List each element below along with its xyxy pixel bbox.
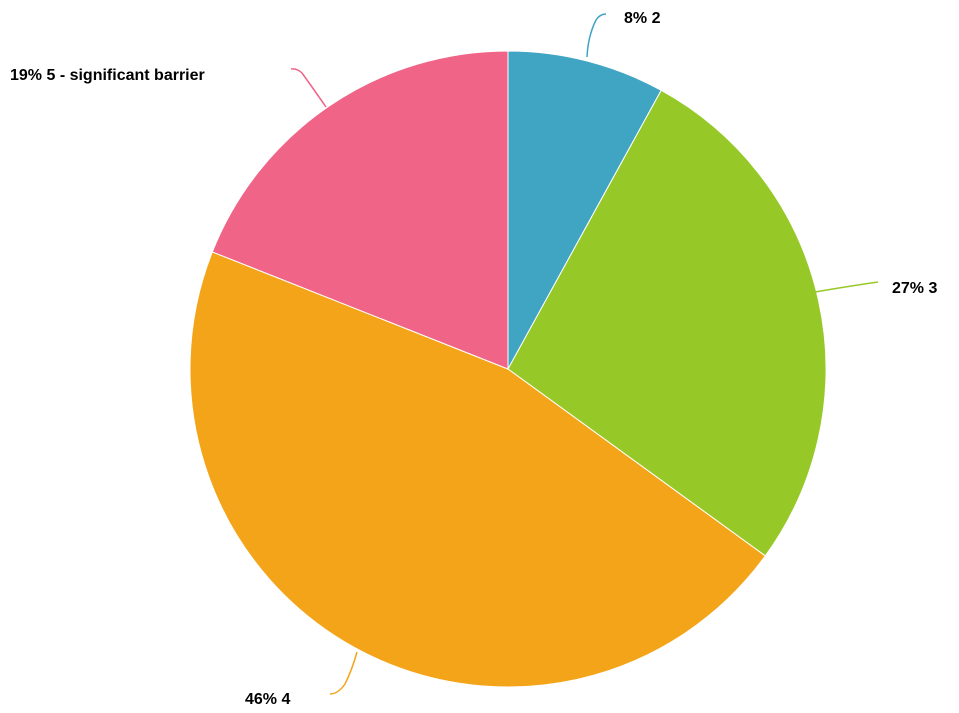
leader-line-3 [814, 281, 879, 293]
leader-lines [290, 13, 879, 695]
leader-line-4 [329, 651, 358, 695]
pie-slice-2 [507, 50, 662, 370]
slice-label-4: 46% 4 [245, 691, 290, 708]
pie-slice-4 [189, 251, 766, 688]
pie-slice-3 [507, 89, 827, 557]
slice-label-3: 27% 3 [892, 280, 937, 297]
pie-slice-5-significant-barrier [211, 50, 509, 370]
slice-label-5-significant-barrier: 19% 5 - significant barrier [10, 67, 205, 84]
slice-labels: 8% 2 27% 3 46% 4 19% 5 - significant bar… [10, 10, 937, 708]
leader-line-5-significant-barrier [290, 68, 327, 108]
leader-line-2 [586, 13, 607, 58]
slice-label-2: 8% 2 [624, 10, 661, 27]
pie-slices [189, 50, 827, 688]
